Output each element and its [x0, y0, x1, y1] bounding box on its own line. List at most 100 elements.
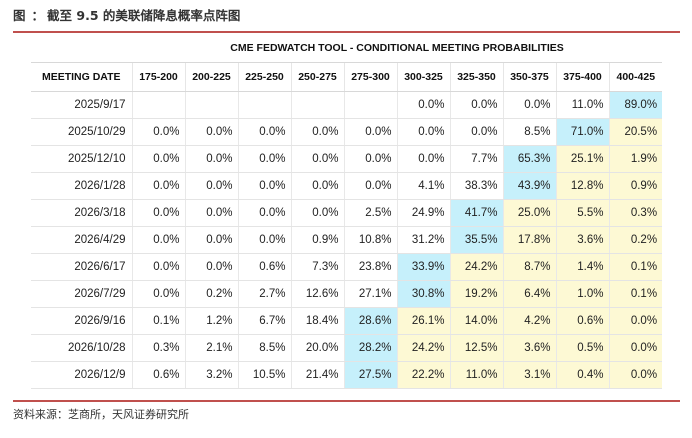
probability-cell: 71.0%: [555, 118, 609, 146]
probability-cell: 0.1%: [131, 307, 185, 335]
probability-cell: 0.1%: [608, 280, 663, 308]
probability-cell: 0.0%: [131, 172, 185, 200]
probability-cell: 0.2%: [608, 226, 663, 254]
table-row: 2026/9/16 0.1% 1.2% 6.7% 18.4% 28.6% 26.1% 14.0…: [31, 307, 663, 335]
table-banner: CME FEDWATCH TOOL - CONDITIONAL MEETING …: [230, 41, 564, 54]
fedwatch-table: CME FEDWATCH TOOL - CONDITIONAL MEETING …: [31, 33, 663, 389]
probability-cell: 0.0%: [131, 253, 185, 281]
rate-column-header: 325-350: [449, 62, 503, 92]
bottom-rule: [13, 400, 680, 402]
table-row: 2026/12/9 0.6% 3.2% 10.5% 21.4% 27.5% 22.2% 11.…: [31, 361, 663, 389]
probability-cell: 38.3%: [449, 172, 503, 200]
table-row: 2025/10/29 0.0% 0.0% 0.0% 0.0% 0.0% 0.0% 0.0% 8.…: [31, 118, 663, 146]
probability-cell: 25.1%: [555, 145, 609, 173]
probability-cell: 5.5%: [555, 199, 609, 227]
probability-cell: 0.0%: [608, 361, 663, 389]
probability-cell: 1.2%: [184, 307, 238, 335]
probability-cell: 0.0%: [608, 307, 663, 335]
probability-cell: 0.0%: [343, 145, 397, 173]
probability-cell: 7.3%: [290, 253, 344, 281]
probability-cell: 0.0%: [184, 199, 238, 227]
probability-cell: 33.9%: [396, 253, 450, 281]
rate-column-header: 350-375: [502, 62, 556, 92]
probability-cell: 0.0%: [131, 118, 185, 146]
source-note: 资料来源：芝商所，天风证券研究所: [13, 408, 189, 421]
probability-cell: 26.1%: [396, 307, 450, 335]
probability-cell: 0.2%: [184, 280, 238, 308]
table-row: 2026/4/29 0.0% 0.0% 0.0% 0.9% 10.8% 31.2% 35.5%…: [31, 226, 663, 254]
probability-cell: 20.5%: [608, 118, 663, 146]
probability-cell: 12.5%: [449, 334, 503, 362]
probability-cell: 8.5%: [502, 118, 556, 146]
probability-cell: 4.1%: [396, 172, 450, 200]
rate-column-header: 400-425: [608, 62, 663, 92]
probability-cell: 10.8%: [343, 226, 397, 254]
probability-cell: 31.2%: [396, 226, 450, 254]
probability-cell: 0.0%: [131, 226, 185, 254]
probability-cell: 24.9%: [396, 199, 450, 227]
probability-cell: 3.2%: [184, 361, 238, 389]
probability-cell: 2.5%: [343, 199, 397, 227]
probability-cell: 35.5%: [449, 226, 503, 254]
probability-cell: 0.0%: [290, 145, 344, 173]
rate-column-header: 225-250: [237, 62, 291, 92]
probability-cell: 17.8%: [502, 226, 556, 254]
rate-column-header: 275-300: [343, 62, 397, 92]
probability-cell: 0.0%: [184, 226, 238, 254]
probability-cell: 24.2%: [449, 253, 503, 281]
probability-cell: [131, 91, 185, 119]
probability-cell: 0.6%: [131, 361, 185, 389]
probability-cell: 0.0%: [131, 199, 185, 227]
probability-cell: 14.0%: [449, 307, 503, 335]
probability-cell: 0.5%: [555, 334, 609, 362]
meeting-date-header: MEETING DATE: [31, 62, 132, 92]
column-header-row: MEETING DATE 175-200 200-225 225-250 250-27…: [31, 62, 663, 92]
probability-cell: 28.2%: [343, 334, 397, 362]
top-rule: [13, 31, 680, 33]
probability-cell: 30.8%: [396, 280, 450, 308]
probability-cell: 0.3%: [131, 334, 185, 362]
probability-cell: 6.4%: [502, 280, 556, 308]
probability-cell: 0.0%: [184, 253, 238, 281]
probability-cell: 0.0%: [237, 172, 291, 200]
table-row: 2026/7/29 0.0% 0.2% 2.7% 12.6% 27.1% 30.8% 19.2…: [31, 280, 663, 308]
probability-cell: 18.4%: [290, 307, 344, 335]
probability-cell: 22.2%: [396, 361, 450, 389]
meeting-date-cell: 2026/6/17: [31, 253, 132, 281]
probability-cell: 0.0%: [290, 172, 344, 200]
meeting-date-cell: 2026/7/29: [31, 280, 132, 308]
figure-colon: ：: [31, 8, 45, 23]
probability-cell: 21.4%: [290, 361, 344, 389]
probability-cell: 4.2%: [502, 307, 556, 335]
probability-cell: 2.1%: [184, 334, 238, 362]
probability-cell: 8.7%: [502, 253, 556, 281]
rate-column-header: 250-275: [290, 62, 344, 92]
probability-cell: 0.0%: [608, 334, 663, 362]
probability-cell: 11.0%: [449, 361, 503, 389]
probability-cell: [237, 91, 291, 119]
probability-cell: 0.0%: [290, 199, 344, 227]
banner-blank-cell: [31, 33, 132, 63]
probability-cell: 0.0%: [502, 91, 556, 119]
meeting-date-cell: 2026/10/28: [31, 334, 132, 362]
probability-cell: 89.0%: [608, 91, 663, 119]
probability-cell: 0.0%: [396, 91, 450, 119]
banner-row: CME FEDWATCH TOOL - CONDITIONAL MEETING …: [31, 33, 662, 63]
probability-cell: 0.1%: [608, 253, 663, 281]
probability-cell: [184, 91, 238, 119]
probability-cell: 3.6%: [555, 226, 609, 254]
table-body: 2025/9/17 0.0% 0.0% 0.0% 11.0% 89.0% 2025/10/2…: [31, 91, 663, 389]
probability-cell: 0.0%: [237, 199, 291, 227]
probability-cell: 0.0%: [290, 118, 344, 146]
probability-cell: 0.9%: [290, 226, 344, 254]
probability-cell: 0.0%: [449, 91, 503, 119]
probability-cell: [290, 91, 344, 119]
probability-cell: 6.7%: [237, 307, 291, 335]
probability-cell: 0.0%: [131, 280, 185, 308]
probability-cell: 0.0%: [449, 118, 503, 146]
probability-cell: 1.4%: [555, 253, 609, 281]
probability-cell: 2.7%: [237, 280, 291, 308]
meeting-date-cell: 2026/9/16: [31, 307, 132, 335]
probability-cell: 27.5%: [343, 361, 397, 389]
meeting-date-cell: 2025/9/17: [31, 91, 132, 119]
